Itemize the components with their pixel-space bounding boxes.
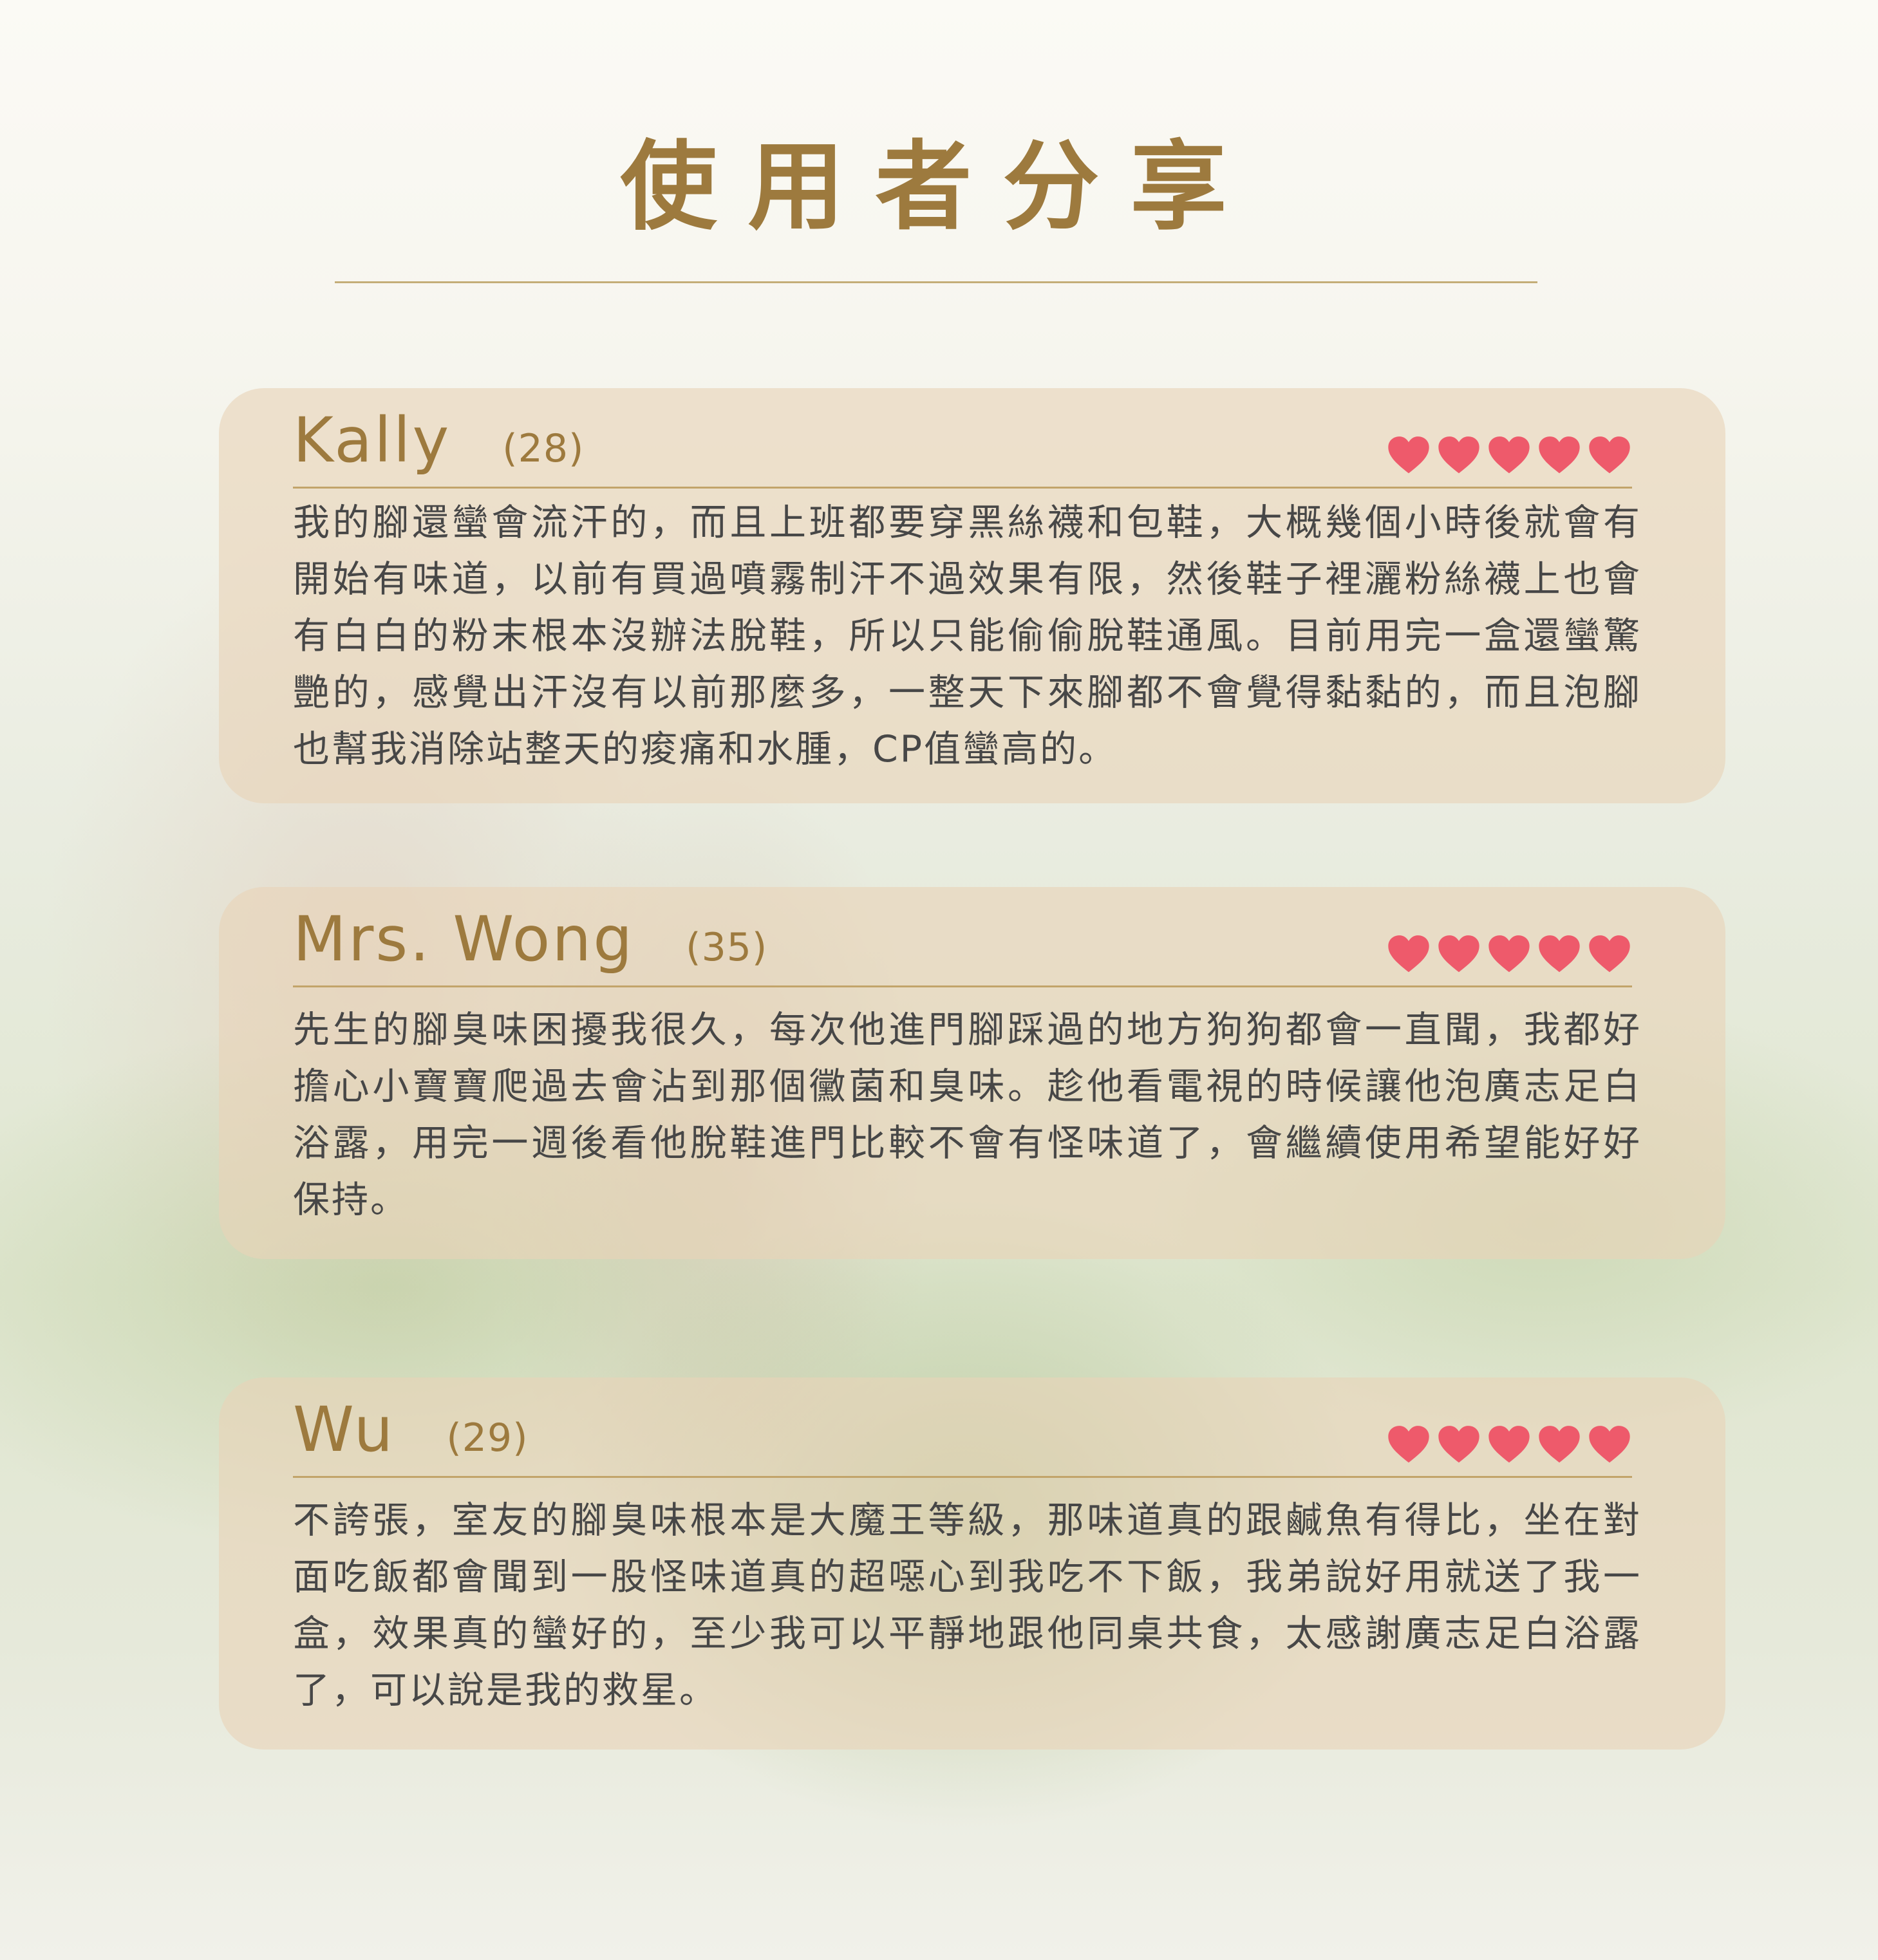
review-header: Mrs. Wong (35) [293, 904, 1632, 987]
heart-icon [1539, 935, 1580, 973]
reviewer-name-text: Wu [293, 1394, 395, 1466]
review-text: 我的腳還蠻會流汗的，而且上班都要穿黑絲襪和包鞋，大概幾個小時後就會有開始有味道，… [293, 501, 1642, 770]
reviewer-age: (28) [502, 426, 585, 471]
reviewer-name-text: Kally [293, 404, 451, 476]
heart-icon [1388, 1426, 1429, 1463]
review-header: Kally (28) [293, 405, 1632, 489]
heart-icon [1438, 436, 1479, 474]
rating-hearts [1386, 435, 1632, 475]
heart-icon [1438, 935, 1479, 973]
reviewer-name: Mrs. Wong (35) [293, 904, 767, 983]
heart-icon [1589, 1426, 1630, 1463]
title-divider [335, 281, 1537, 283]
heart-icon [1488, 436, 1530, 474]
review-text: 不誇張，室友的腳臭味根本是大魔王等級，那味道真的跟鹹魚有得比，坐在對面吃飯都會聞… [293, 1499, 1642, 1712]
heart-icon [1539, 436, 1580, 474]
reviewer-age: (29) [446, 1415, 529, 1461]
heart-icon [1388, 436, 1429, 474]
review-card: Mrs. Wong (35) 先生的腳臭味困擾我很久，每次他進門腳踩過的地方狗狗都… [219, 887, 1725, 1259]
reviewer-name-text: Mrs. Wong [293, 903, 635, 975]
review-card: Wu (29) 不誇張，室友的腳臭味根本是大魔王等級，那味道真的跟鹹魚有得比，坐在… [219, 1377, 1725, 1750]
heart-icon [1589, 436, 1630, 474]
heart-icon [1488, 1426, 1530, 1463]
heart-icon [1488, 935, 1530, 973]
reviewer-name: Wu (29) [293, 1394, 529, 1473]
review-header: Wu (29) [293, 1394, 1632, 1478]
review-card: Kally (28) 我的腳還蠻會流汗的，而且上班都要穿黑絲襪和包鞋，大概幾個小時… [219, 388, 1725, 803]
reviewer-age: (35) [686, 925, 768, 970]
reviewer-name: Kally (28) [293, 405, 584, 484]
heart-icon [1539, 1426, 1580, 1463]
rating-hearts [1386, 1424, 1632, 1464]
rating-hearts [1386, 934, 1632, 974]
heart-icon [1388, 935, 1429, 973]
heart-icon [1438, 1426, 1479, 1463]
heart-icon [1589, 935, 1630, 973]
review-text: 先生的腳臭味困擾我很久，每次他進門腳踩過的地方狗狗都會一直聞，我都好擔心小寶寶爬… [293, 1009, 1642, 1221]
page-title: 使用者分享 [620, 130, 1258, 243]
